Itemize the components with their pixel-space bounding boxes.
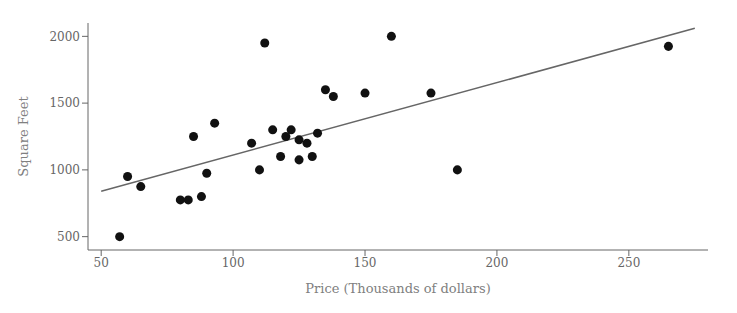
svg-text:1500: 1500 [49, 96, 80, 110]
svg-text:Price (Thousands of dollars): Price (Thousands of dollars) [305, 281, 490, 296]
svg-text:50: 50 [94, 256, 109, 270]
svg-text:200: 200 [485, 256, 508, 270]
svg-text:250: 250 [617, 256, 640, 270]
svg-text:2000: 2000 [49, 30, 80, 44]
svg-text:Square Feet: Square Feet [16, 96, 31, 177]
svg-text:500: 500 [57, 230, 80, 244]
svg-text:150: 150 [354, 256, 377, 270]
svg-text:100: 100 [222, 256, 245, 270]
svg-text:1000: 1000 [49, 163, 80, 177]
